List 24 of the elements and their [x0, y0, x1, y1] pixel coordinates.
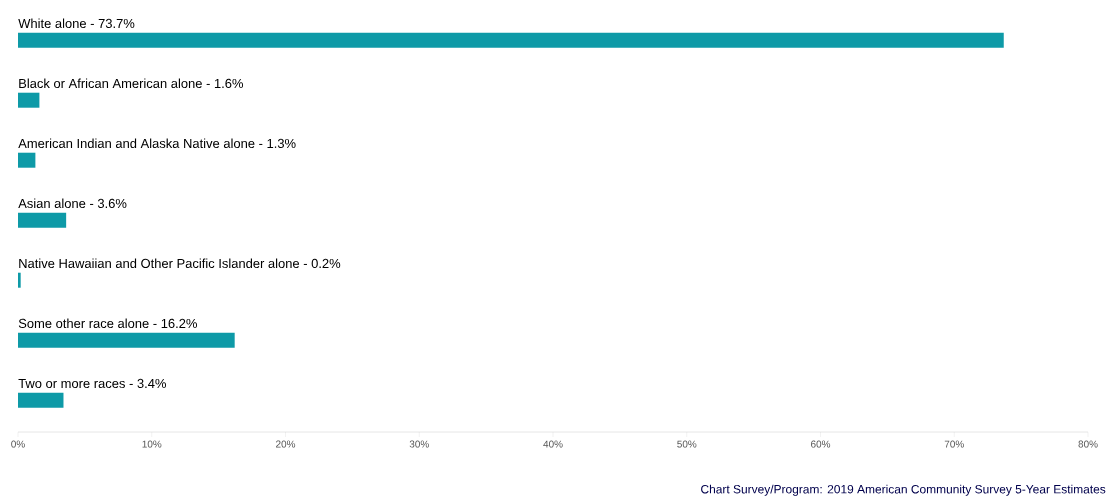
- bar: [18, 332, 235, 348]
- x-tick-label: 70%: [944, 440, 964, 448]
- x-tick-label: 20%: [276, 440, 296, 448]
- y-tick-label: Two or more races - 3.4%: [18, 378, 166, 389]
- text: Chart Survey/Program: 2019 American Community Survey 5-Year Estimates: [701, 484, 1106, 496]
- bar: [18, 272, 21, 288]
- y-tick-label: American Indian and Alaska Native alone - 1.3%: [18, 138, 296, 149]
- x-tick-label: 10%: [142, 440, 162, 448]
- x-tick-label: 50%: [677, 440, 697, 448]
- y-tick-label: Black or African American alone - 1.6%: [19, 78, 244, 88]
- bar: [18, 152, 36, 168]
- x-tick-label: 60%: [811, 440, 831, 448]
- y-tick-label: Asian alone - 3.6%: [18, 198, 127, 209]
- x-tick-label: 0%: [11, 440, 25, 448]
- y-tick-label: Native Hawaiian and Other Pacific Islander alone - 0.2%: [19, 258, 341, 269]
- x-tick-label: 80%: [1078, 440, 1098, 448]
- bar: [18, 32, 1004, 48]
- bar: [18, 212, 67, 228]
- bar: [18, 92, 40, 108]
- bar: [18, 392, 64, 408]
- x-tick-label: 40%: [543, 440, 563, 448]
- x-tick-label: 30%: [409, 440, 429, 448]
- y-tick-label: White alone - 73.7%: [18, 18, 135, 28]
- y-tick-label: Some other race alone - 16.2%: [18, 318, 197, 329]
